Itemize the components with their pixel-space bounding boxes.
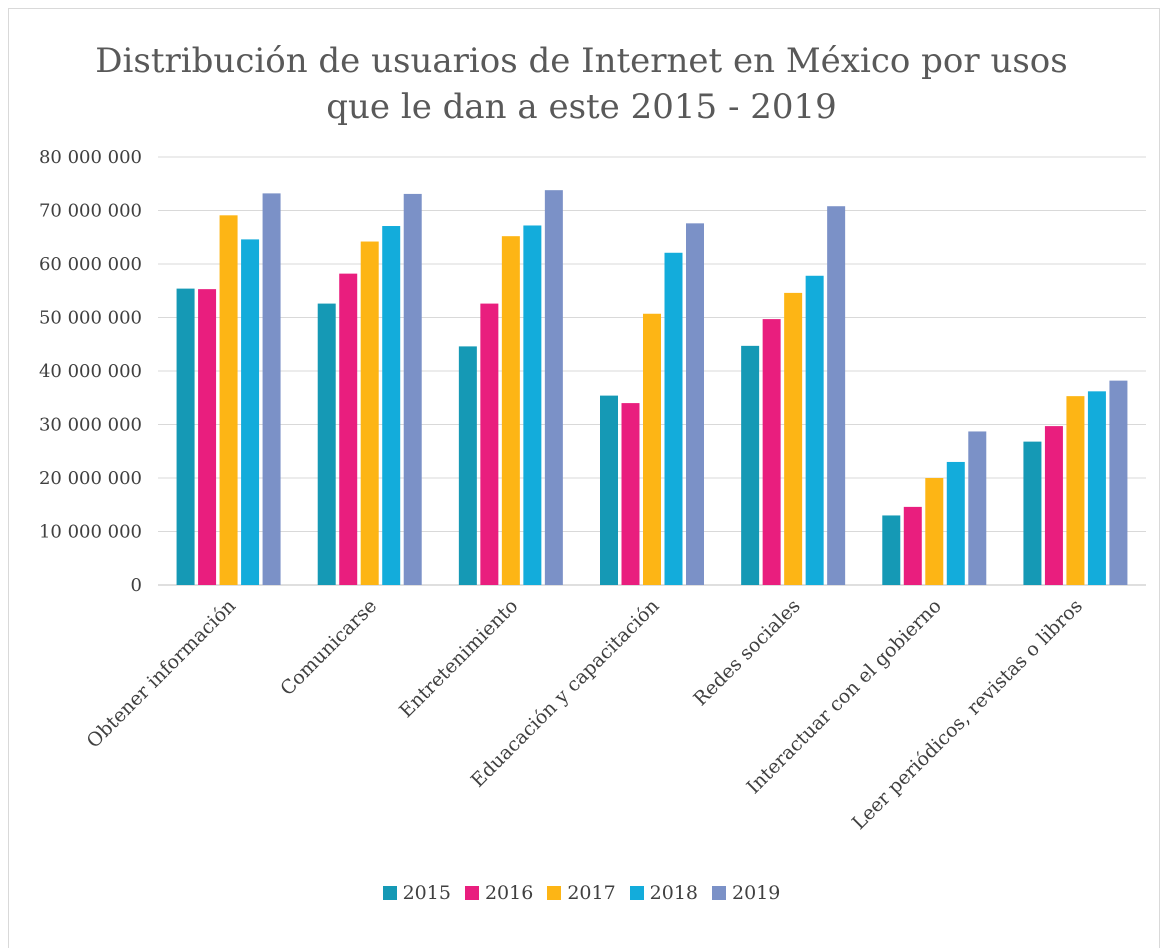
x-category-label: Comunicarse (276, 595, 381, 700)
bar-2019-0 (262, 193, 281, 585)
legend-swatch (629, 886, 644, 900)
bar-2019-5 (968, 431, 987, 585)
legend-item-2017: 2017 (547, 882, 616, 904)
legend-label: 2018 (649, 882, 699, 904)
bar-2019-4 (827, 206, 846, 585)
bar-2018-4 (805, 275, 824, 585)
y-tick-label: 20 000 000 (39, 468, 142, 489)
bar-2017-5 (925, 478, 944, 585)
bar-2016-0 (198, 289, 217, 585)
bar-2015-2 (458, 346, 477, 585)
bar-2018-1 (382, 226, 401, 585)
bar-2015-6 (1023, 441, 1042, 585)
bar-2015-3 (600, 395, 618, 585)
bar-2015-5 (882, 515, 901, 585)
x-axis: Obtener información Comunicarse Entretenim… (83, 595, 1087, 834)
bar-2016-2 (480, 303, 499, 585)
bar-2016-5 (903, 506, 922, 585)
bar-2018-3 (664, 252, 683, 585)
bar-2016-6 (1044, 426, 1063, 585)
bar-2017-0 (219, 215, 238, 585)
y-tick-label: 30 000 000 (39, 415, 142, 436)
bars (176, 190, 1128, 586)
y-tick-label: 40 000 000 (39, 361, 142, 382)
legend-item-2016: 2016 (464, 882, 534, 904)
bar-2019-3 (686, 223, 704, 585)
legend-label: 2016 (484, 882, 534, 904)
y-tick-label: 80 000 000 (39, 147, 142, 168)
bar-2018-6 (1087, 391, 1106, 585)
y-tick-label: 0 (131, 575, 142, 596)
bar-2018-5 (946, 461, 965, 585)
legend-item-2015: 2015 (382, 882, 451, 904)
bar-2019-2 (544, 190, 563, 586)
y-tick-label: 60 000 000 (39, 254, 142, 275)
bar-2017-3 (643, 313, 661, 585)
bar-2015-1 (317, 303, 336, 585)
bar-2017-2 (501, 236, 520, 585)
legend-label: 2019 (732, 882, 781, 904)
bar-2017-4 (784, 292, 803, 585)
bar-2016-3 (621, 403, 640, 585)
y-tick-label: 10 000 000 (39, 522, 142, 543)
x-category-label: Leer periódicos, revistas o libros (848, 595, 1087, 834)
bar-2019-1 (403, 193, 422, 586)
chart-title: Distribución de usuarios de Internet en … (0, 38, 1163, 130)
y-tick-label: 50 000 000 (39, 308, 142, 329)
bar-2016-4 (762, 319, 781, 585)
legend-label: 2017 (567, 882, 616, 904)
bar-2015-0 (176, 288, 195, 585)
legend-swatch (547, 886, 562, 900)
legend-item-2018: 2018 (629, 882, 699, 904)
bar-2018-2 (523, 225, 542, 586)
bar-2016-1 (339, 273, 358, 585)
bar-2018-0 (241, 239, 260, 585)
y-tick-label: 70 000 000 (39, 201, 142, 222)
x-category-label: Entretenimiento (395, 595, 522, 722)
y-axis: 0 10 000 000 20 000 000 30 000 000 40 000 00… (39, 147, 142, 596)
bar-2015-4 (741, 345, 760, 585)
chart-title-line-2: que le dan a este 2015 - 2019 (326, 87, 837, 127)
chart-frame (8, 8, 1160, 948)
bar-chart: 0 10 000 000 20 000 000 30 000 000 40 000 00… (39, 147, 1146, 834)
legend-swatch (382, 886, 397, 900)
x-category-label: Redes sociales (689, 595, 804, 710)
bar-2017-1 (360, 241, 379, 585)
chart-title-line-1: Distribución de usuarios de Internet en … (95, 41, 1068, 81)
legend-swatch (712, 886, 727, 900)
x-category-label: Obtener información (83, 595, 241, 753)
bar-2017-6 (1066, 396, 1085, 585)
legend-item-2019: 2019 (712, 882, 780, 904)
bar-2019-6 (1109, 380, 1128, 585)
legend-label: 2015 (402, 882, 451, 904)
legend: 2015 2016 2017 2018 2019 (0, 882, 1163, 904)
legend-swatch (464, 886, 479, 900)
